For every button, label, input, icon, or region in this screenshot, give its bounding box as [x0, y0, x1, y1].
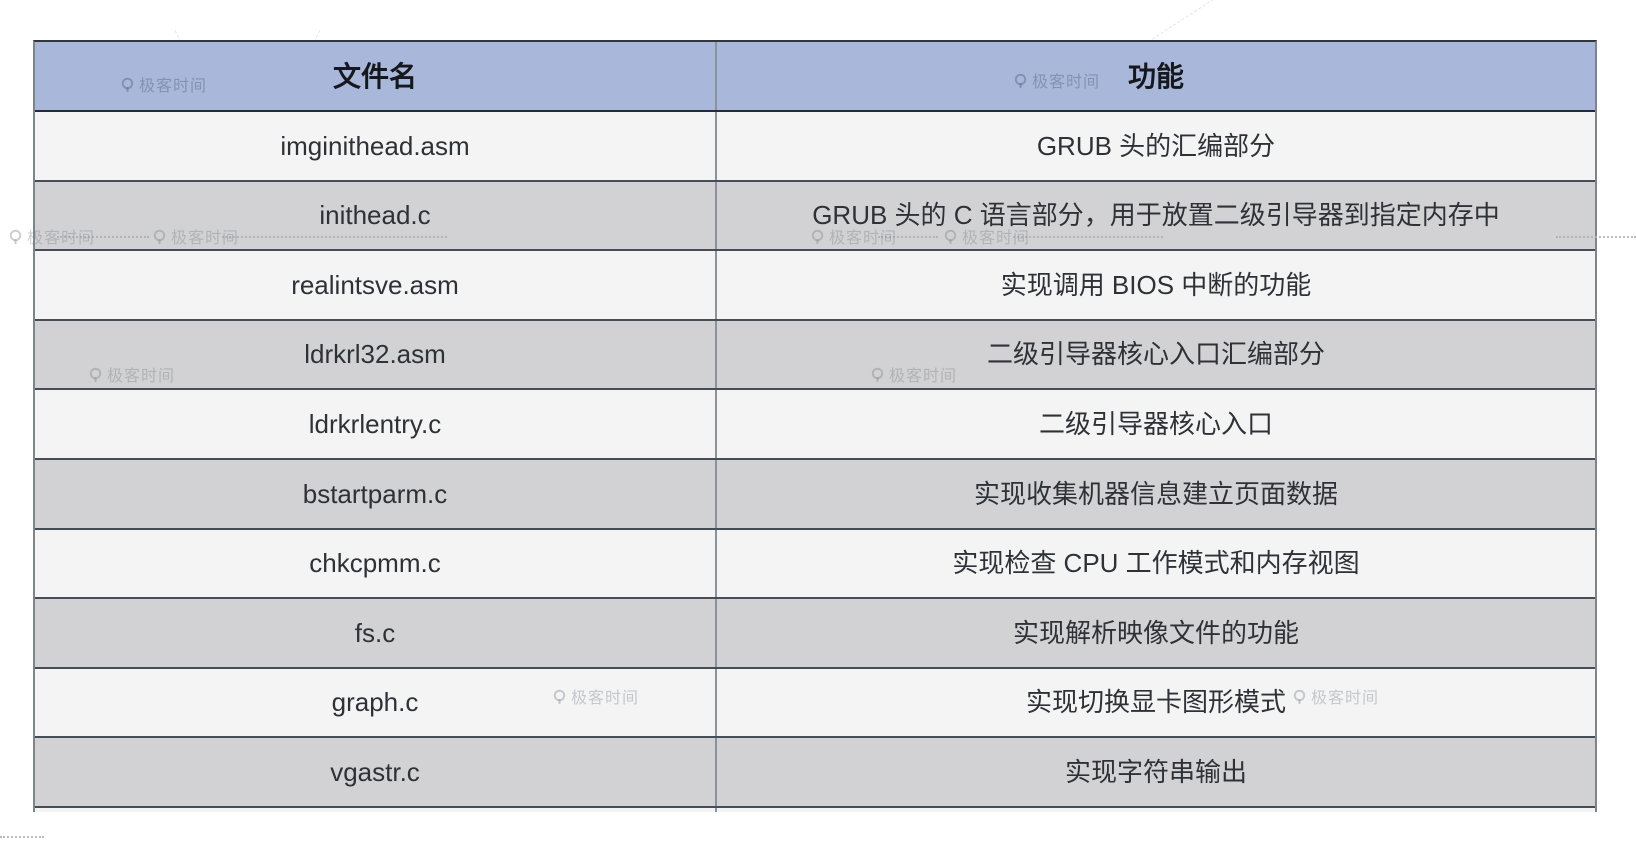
filename-cell: bstartparm.c — [302, 478, 448, 509]
file-function-table: 文件名 功能 imginithead.asm GRUB 头的汇编部分 inith… — [33, 40, 1597, 812]
function-cell — [715, 807, 1595, 812]
table-row: realintsve.asm 实现调用 BIOS 中断的功能 — [35, 251, 1595, 321]
function-cell: GRUB 头的 C 语言部分，用于放置二级引导器到指定内存中 — [715, 181, 1595, 250]
table-row: vgastr.c 实现字符串输出 — [35, 738, 1595, 808]
function-cell: 实现检查 CPU 工作模式和内存视图 — [715, 529, 1595, 598]
table-row: chkcpmm.c 实现检查 CPU 工作模式和内存视图 — [35, 529, 1595, 600]
function-cell: 实现收集机器信息建立页面数据 — [715, 459, 1595, 528]
column-header-function: 功能 — [715, 42, 1595, 110]
geektime-pin-icon — [9, 229, 22, 244]
filename-cell: realintsve.asm — [291, 269, 459, 300]
function-cell: 二级引导器核心入口汇编部分 — [715, 320, 1595, 389]
filename-cell: ldrkrl32.asm — [304, 339, 446, 370]
filename-cell: vgastr.c — [330, 756, 420, 787]
dotted-watermark-line — [0, 836, 44, 838]
function-cell: 实现解析映像文件的功能 — [715, 599, 1595, 667]
function-cell: 实现切换显卡图形模式 — [715, 668, 1595, 737]
table-row: fs.c 实现解析映像文件的功能 — [35, 599, 1595, 669]
table-row: ldrkrl32.asm 二级引导器核心入口汇编部分 — [35, 320, 1595, 391]
function-cell: 实现字符串输出 — [715, 738, 1595, 806]
filename-cell: graph.c — [331, 687, 419, 718]
column-header-filename: 文件名 — [332, 60, 417, 92]
function-cell: 二级引导器核心入口 — [715, 390, 1595, 458]
table-row: imginithead.asm GRUB 头的汇编部分 — [35, 112, 1595, 182]
filename-cell: inithead.c — [319, 200, 431, 231]
function-cell: GRUB 头的汇编部分 — [715, 112, 1595, 180]
truncated-table-row — [35, 807, 1595, 812]
table-row: graph.c 实现切换显卡图形模式 — [35, 668, 1595, 739]
table-row: inithead.c GRUB 头的 C 语言部分，用于放置二级引导器到指定内存… — [35, 181, 1595, 252]
filename-cell: chkcpmm.c — [309, 548, 441, 579]
table-header-row: 文件名 功能 — [35, 42, 1595, 112]
filename-cell: fs.c — [354, 617, 396, 648]
table-row: bstartparm.c 实现收集机器信息建立页面数据 — [35, 459, 1595, 530]
filename-cell: imginithead.asm — [280, 130, 470, 161]
filename-cell — [35, 808, 715, 812]
table-row: ldrkrlentry.c 二级引导器核心入口 — [35, 390, 1595, 460]
function-cell: 实现调用 BIOS 中断的功能 — [715, 251, 1595, 319]
filename-cell: ldrkrlentry.c — [308, 408, 442, 439]
